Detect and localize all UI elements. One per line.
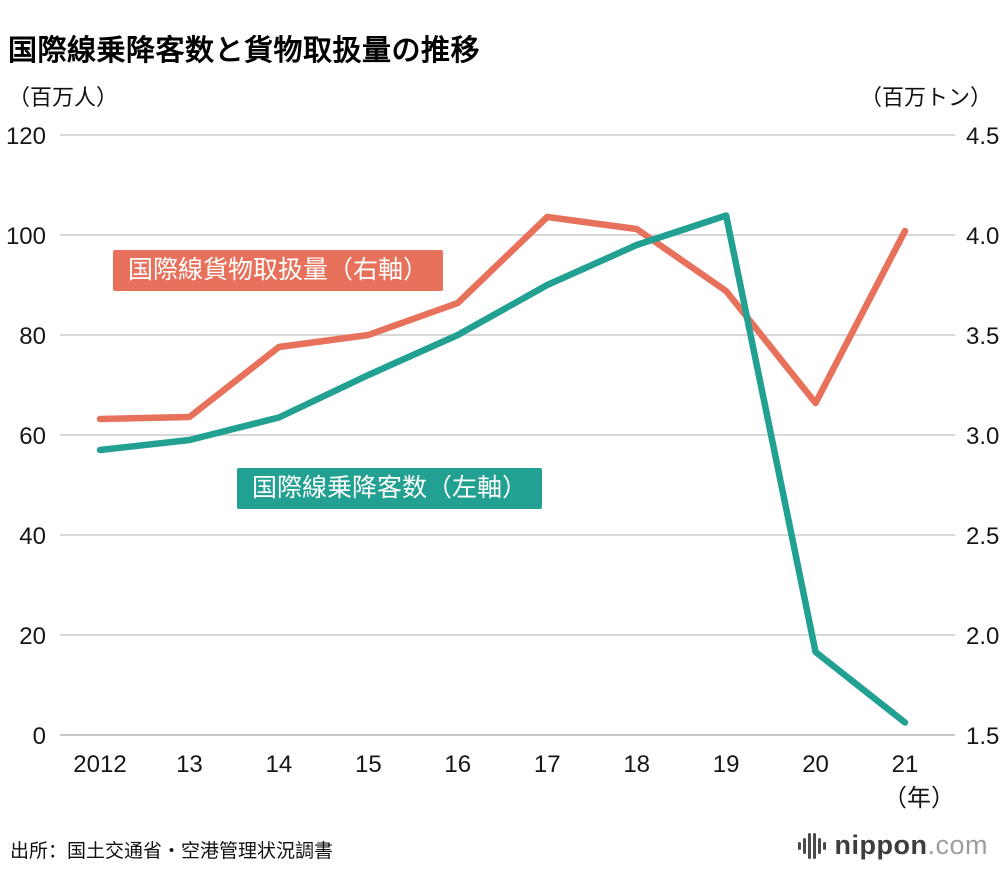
right-axis-unit-label: （百万トン） xyxy=(859,85,992,110)
x-axis-tick: 2012 xyxy=(73,751,126,778)
x-axis-tick: 18 xyxy=(623,751,650,778)
x-axis-tick: 17 xyxy=(534,751,561,778)
y-axis-tick-left: 20 xyxy=(19,623,46,650)
line-chart: 0 20 40 60 80 100 120 1.5 2.0 2.5 3.0 3.5 4.0 4.5 2012… xyxy=(6,123,999,812)
y-axis-tick-right: 3.0 xyxy=(966,423,999,450)
logo-tld: .com xyxy=(927,830,988,860)
x-axis-tick: 16 xyxy=(444,751,471,778)
y-axis-tick-right: 2.0 xyxy=(966,623,999,650)
y-axis-tick-left: 100 xyxy=(6,223,46,250)
cargo-series-label: 国際線貨物取扱量（右軸） xyxy=(113,250,444,291)
y-axis-tick-left: 120 xyxy=(6,123,46,150)
left-axis-unit-label: （百万人） xyxy=(8,85,119,110)
y-axis-tick-right: 3.5 xyxy=(966,323,999,350)
x-axis-unit-label: （年） xyxy=(883,785,955,812)
y-axis-tick-right: 1.5 xyxy=(966,723,999,750)
x-axis-tick: 19 xyxy=(713,751,740,778)
series-line-passengers xyxy=(96,212,909,726)
y-axis-tick-left: 80 xyxy=(19,323,46,350)
soundwave-bars-icon xyxy=(797,831,826,861)
series-line-cargo xyxy=(96,213,909,423)
y-axis-tick-left: 40 xyxy=(19,523,46,550)
y-axis-tick-right: 4.0 xyxy=(966,223,999,250)
x-axis-tick: 20 xyxy=(802,751,829,778)
nippon-logo-text: nippon.com xyxy=(835,830,988,861)
nippon-logo: nippon.com xyxy=(797,830,988,861)
x-axis-tick: 14 xyxy=(266,751,293,778)
logo-brand: nippon xyxy=(834,830,928,860)
y-axis-tick-left: 0 xyxy=(33,723,46,750)
y-axis-tick-left: 60 xyxy=(19,423,46,450)
page-title: 国際線乗降客数と貨物取扱量の推移 xyxy=(8,35,481,68)
y-axis-tick-right: 2.5 xyxy=(966,523,999,550)
x-axis-tick: 13 xyxy=(176,751,203,778)
y-axis-tick-right: 4.5 xyxy=(966,123,999,150)
x-axis-tick: 15 xyxy=(355,751,382,778)
x-axis-tick: 21 xyxy=(892,751,919,778)
source-note: 出所：国土交通省・空港管理状況調書 xyxy=(10,841,334,862)
passenger-series-label: 国際線乗降客数（左軸） xyxy=(237,468,543,509)
